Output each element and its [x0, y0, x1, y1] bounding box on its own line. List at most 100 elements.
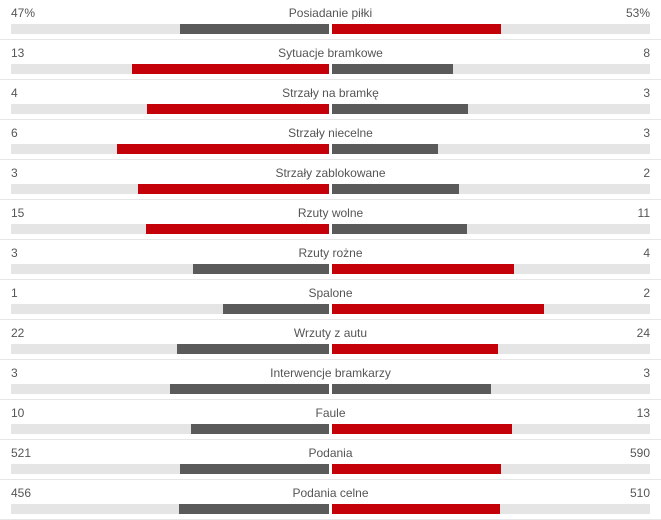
home-bar-fill [147, 104, 329, 114]
stat-label: Rzuty rożne [298, 246, 363, 260]
home-value: 4 [11, 86, 18, 100]
home-bar-fill [223, 304, 329, 314]
home-value: 3 [11, 166, 18, 180]
away-bar-track [332, 504, 650, 514]
home-value: 10 [11, 406, 25, 420]
home-bar-track [11, 104, 329, 114]
home-bar-fill [179, 464, 329, 474]
away-bar-track [332, 64, 650, 74]
home-bar-track [11, 144, 329, 154]
stat-row: 13 Sytuacje bramkowe 8 [0, 40, 661, 80]
away-bar-fill [332, 264, 514, 274]
away-value: 590 [629, 446, 650, 460]
away-value: 13 [636, 406, 650, 420]
away-bar-fill [332, 64, 454, 74]
stat-row: 3 Strzały zablokowane 2 [0, 160, 661, 200]
home-value: 3 [11, 366, 18, 380]
stat-row: 47% Posiadanie piłki 53% [0, 0, 661, 40]
home-bar-track [11, 224, 329, 234]
away-value: 3 [643, 86, 650, 100]
away-bar-fill [332, 464, 501, 474]
stat-label: Strzały niecelne [288, 126, 373, 140]
home-bar-track [11, 424, 329, 434]
away-bar-fill [332, 184, 460, 194]
stat-label: Spalone [308, 286, 353, 300]
home-bar-fill [192, 264, 329, 274]
home-bar-track [11, 64, 329, 74]
home-bar-track [11, 384, 329, 394]
home-value: 13 [11, 46, 25, 60]
away-value: 3 [643, 366, 650, 380]
home-bar-fill [138, 184, 329, 194]
away-value: 3 [643, 126, 650, 140]
home-bar-fill [145, 224, 329, 234]
home-bar-fill [178, 504, 329, 514]
home-bar-track [11, 24, 329, 34]
stat-row: 15 Rzuty wolne 11 [0, 200, 661, 240]
home-bar-fill [132, 64, 329, 74]
stat-row: 3 Rzuty rożne 4 [0, 240, 661, 280]
home-bar-track [11, 304, 329, 314]
away-value: 2 [643, 166, 650, 180]
stat-label: Posiadanie piłki [288, 6, 373, 20]
stat-row: 4 Strzały na bramkę 3 [0, 80, 661, 120]
away-bar-track [332, 424, 650, 434]
stat-label: Strzały zablokowane [275, 166, 386, 180]
away-bar-track [332, 24, 650, 34]
home-bar-track [11, 464, 329, 474]
stat-label: Rzuty wolne [297, 206, 364, 220]
home-bar-fill [170, 384, 329, 394]
home-value: 521 [11, 446, 32, 460]
home-value: 6 [11, 126, 18, 140]
away-bar-track [332, 464, 650, 474]
away-bar-fill [332, 24, 501, 34]
home-bar-track [11, 344, 329, 354]
home-bar-fill [190, 424, 329, 434]
home-value: 15 [11, 206, 25, 220]
away-value: 2 [643, 286, 650, 300]
stat-label: Podania [308, 446, 353, 460]
stat-label: Interwencje bramkarzy [270, 366, 391, 380]
stat-label: Podania celne [292, 486, 369, 500]
home-bar-fill [179, 24, 329, 34]
away-value: 53% [625, 6, 650, 20]
away-bar-fill [332, 424, 512, 434]
home-bar-fill [176, 344, 329, 354]
home-value: 1 [11, 286, 18, 300]
away-value: 24 [636, 326, 650, 340]
away-bar-track [332, 384, 650, 394]
away-bar-fill [332, 104, 469, 114]
away-bar-track [332, 184, 650, 194]
away-bar-fill [332, 144, 438, 154]
away-bar-track [332, 304, 650, 314]
away-value: 8 [643, 46, 650, 60]
home-bar-track [11, 504, 329, 514]
home-bar-track [11, 264, 329, 274]
home-value: 3 [11, 246, 18, 260]
home-value: 47% [11, 6, 36, 20]
away-bar-fill [332, 384, 491, 394]
stat-row: 10 Faule 13 [0, 400, 661, 440]
stat-label: Faule [315, 406, 346, 420]
home-bar-fill [117, 144, 329, 154]
stat-row: 22 Wrzuty z autu 24 [0, 320, 661, 360]
away-bar-track [332, 264, 650, 274]
away-bar-track [332, 224, 650, 234]
away-value: 11 [637, 206, 650, 220]
stat-row: 456 Podania celne 510 [0, 480, 661, 520]
away-bar-fill [332, 304, 544, 314]
stat-row: 6 Strzały niecelne 3 [0, 120, 661, 160]
away-bar-fill [332, 344, 498, 354]
away-bar-track [332, 144, 650, 154]
away-bar-fill [332, 504, 500, 514]
away-value: 510 [629, 486, 650, 500]
away-value: 4 [643, 246, 650, 260]
stat-label: Sytuacje bramkowe [278, 46, 383, 60]
home-value: 456 [11, 486, 32, 500]
away-bar-fill [332, 224, 467, 234]
stat-row: 3 Interwencje bramkarzy 3 [0, 360, 661, 400]
stat-label: Strzały na bramkę [282, 86, 379, 100]
home-value: 22 [11, 326, 25, 340]
stat-row: 1 Spalone 2 [0, 280, 661, 320]
